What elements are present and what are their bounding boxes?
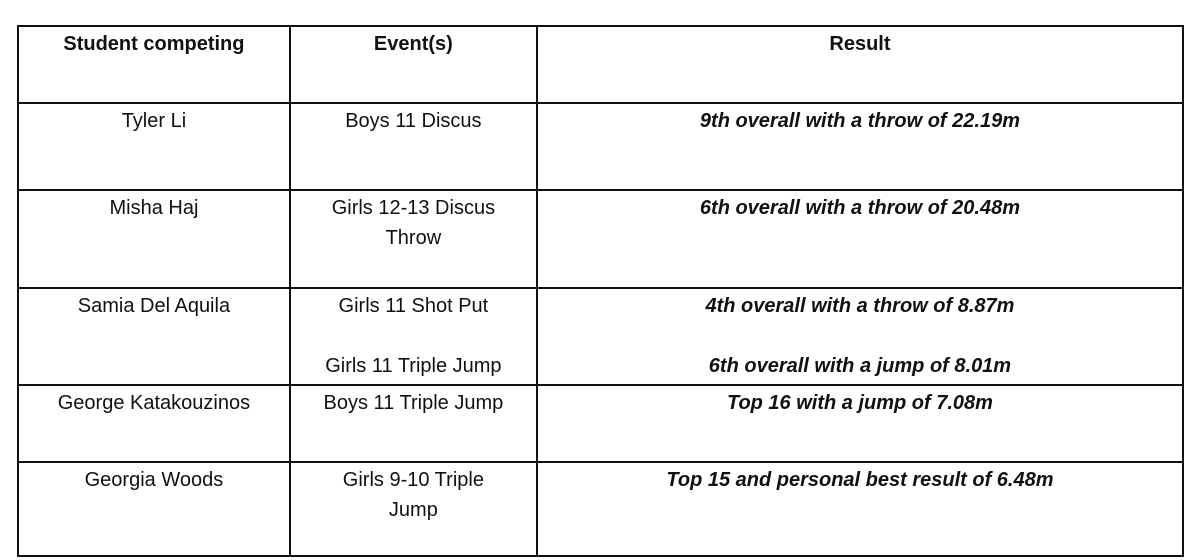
result-line: 4th overall with a throw of 8.87m (705, 295, 1015, 317)
event-cell: Girls 9-10 Triple Jump (288, 461, 538, 557)
event-cell: Boys 11 Triple Jump (288, 384, 538, 463)
results-table: Student competing Event(s) Result Tyler … (17, 25, 1185, 557)
student-cell: Samia Del Aquila (17, 287, 291, 386)
event-line: Girls 11 Shot Put (338, 295, 489, 317)
result-cell: 4th overall with a throw of 8.87m 6th ov… (535, 287, 1185, 386)
table-row: Misha Haj Girls 12-13 Discus Throw 6th o… (17, 189, 1185, 289)
event-line: Girls 11 Triple Jump (325, 355, 502, 377)
header-student: Student competing (17, 25, 291, 104)
table-row: Georgia Woods Girls 9-10 Triple Jump Top… (17, 461, 1185, 557)
header-result: Result (535, 25, 1185, 104)
student-cell: Misha Haj (17, 189, 291, 289)
header-row: Student competing Event(s) Result (17, 25, 1185, 104)
student-cell: Georgia Woods (17, 461, 291, 557)
result-cell: Top 16 with a jump of 7.08m (535, 384, 1185, 463)
result-cell: 9th overall with a throw of 22.19m (535, 102, 1185, 191)
result-line: 6th overall with a jump of 8.01m (708, 355, 1012, 377)
result-cell: Top 15 and personal best result of 6.48m (535, 461, 1185, 557)
result-cell: 6th overall with a throw of 20.48m (535, 189, 1185, 289)
header-events: Event(s) (288, 25, 538, 104)
student-cell: George Katakouzinos (17, 384, 291, 463)
table-row: Samia Del Aquila Girls 11 Shot Put Girls… (17, 287, 1185, 386)
event-cell: Girls 11 Shot Put Girls 11 Triple Jump (288, 287, 538, 386)
student-cell: Tyler Li (17, 102, 291, 191)
event-cell: Boys 11 Discus (288, 102, 538, 191)
table-row: Tyler Li Boys 11 Discus 9th overall with… (17, 102, 1185, 191)
event-cell: Girls 12-13 Discus Throw (288, 189, 538, 289)
table-row: George Katakouzinos Boys 11 Triple Jump … (17, 384, 1185, 463)
